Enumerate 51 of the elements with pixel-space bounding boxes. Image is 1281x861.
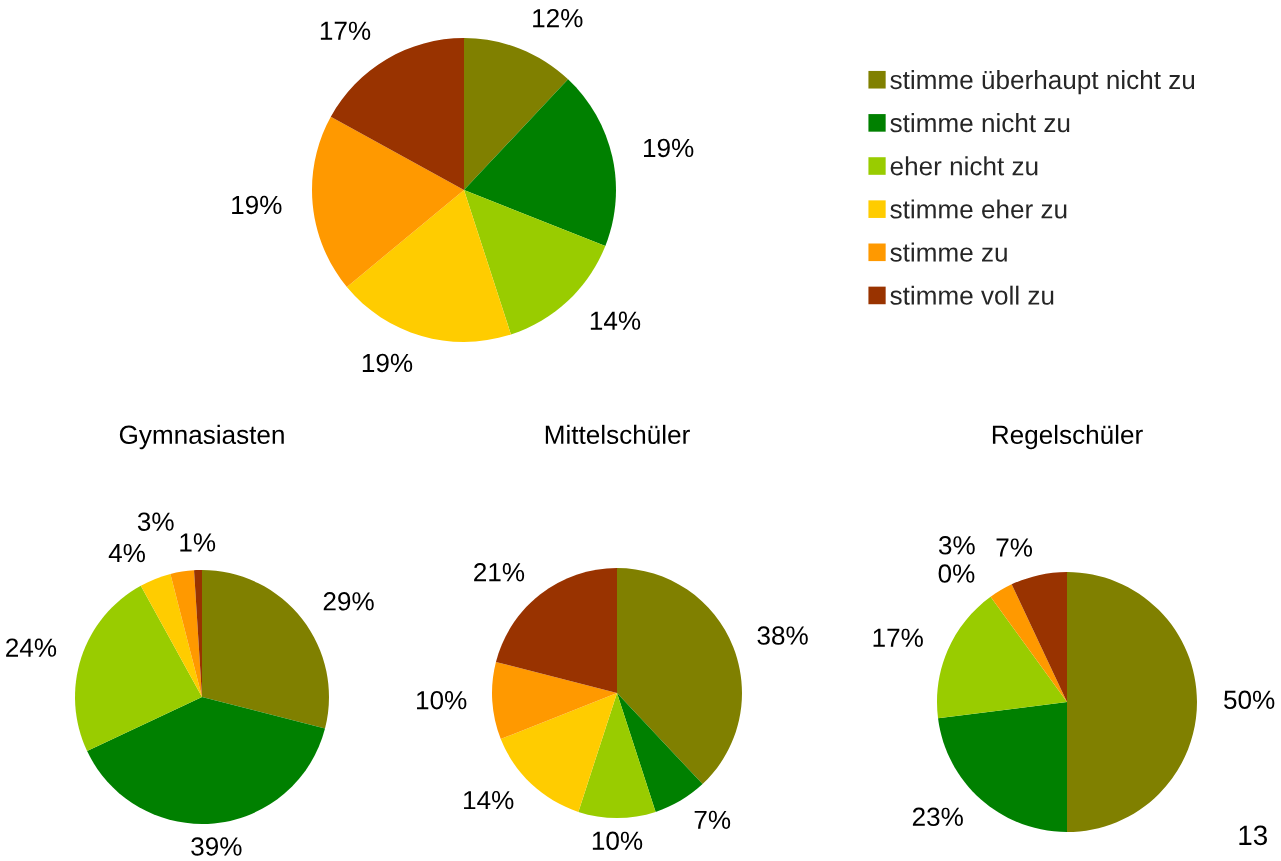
pie-slice (346, 190, 511, 342)
data-label: 29% (323, 592, 374, 611)
data-label: 12% (533, 8, 583, 28)
pie-slice (990, 584, 1067, 702)
data-label: 14% (590, 311, 641, 330)
pie-slice (617, 568, 742, 785)
data-label: 4% (108, 543, 145, 563)
data-label: 1% (180, 533, 216, 552)
data-label: 10% (592, 831, 643, 851)
data-label: 14% (464, 790, 514, 810)
data-label: 23% (912, 807, 963, 827)
pie-slice (492, 661, 617, 740)
text: 0% (938, 564, 975, 583)
pie-slice (170, 570, 202, 697)
data-label: 3% (938, 536, 975, 555)
legend-label: stimme voll zu (890, 285, 1054, 305)
text: 13 (1239, 825, 1267, 846)
data-label: 19% (644, 138, 694, 158)
chart-title: Gymnasiasten (119, 424, 284, 450)
data-label: 19% (232, 195, 282, 215)
legend-label: stimme überhaupt nicht zu (890, 69, 1195, 95)
chart-title: Mittelschüler (545, 424, 690, 445)
pie-slice (75, 585, 202, 752)
pie-slice (140, 573, 202, 697)
data-label: 38% (757, 626, 808, 645)
data-label: 17% (320, 21, 371, 40)
data-label: 7% (694, 810, 731, 830)
data-label: 17% (873, 628, 923, 647)
data-label: 21% (474, 563, 525, 582)
data-label: 7% (996, 538, 1033, 557)
chart-title: Regelschüler (992, 424, 1143, 450)
data-label: 50% (1224, 690, 1275, 710)
pie-slice (330, 38, 464, 190)
pie-slice (617, 693, 703, 812)
pie-slice (578, 693, 656, 818)
legend-label: stimme zu (890, 242, 1007, 262)
legend-label: stimme eher zu (890, 199, 1067, 219)
pie-slice (1011, 572, 1067, 702)
data-label: 39% (191, 837, 242, 856)
data-label: 10% (417, 690, 467, 710)
pie-slice (312, 116, 464, 287)
pie-slice (464, 79, 616, 246)
legend-label: eher nicht zu (890, 156, 1038, 176)
legend-label: stimme nicht zu (890, 113, 1070, 133)
pie-slice (937, 596, 1067, 719)
data-label: 24% (6, 638, 57, 657)
pie-slice (1067, 572, 1197, 832)
data-label: 19% (362, 353, 413, 373)
data-label: 3% (137, 512, 174, 531)
pie-slice (87, 697, 326, 824)
pie-slice (464, 38, 569, 190)
